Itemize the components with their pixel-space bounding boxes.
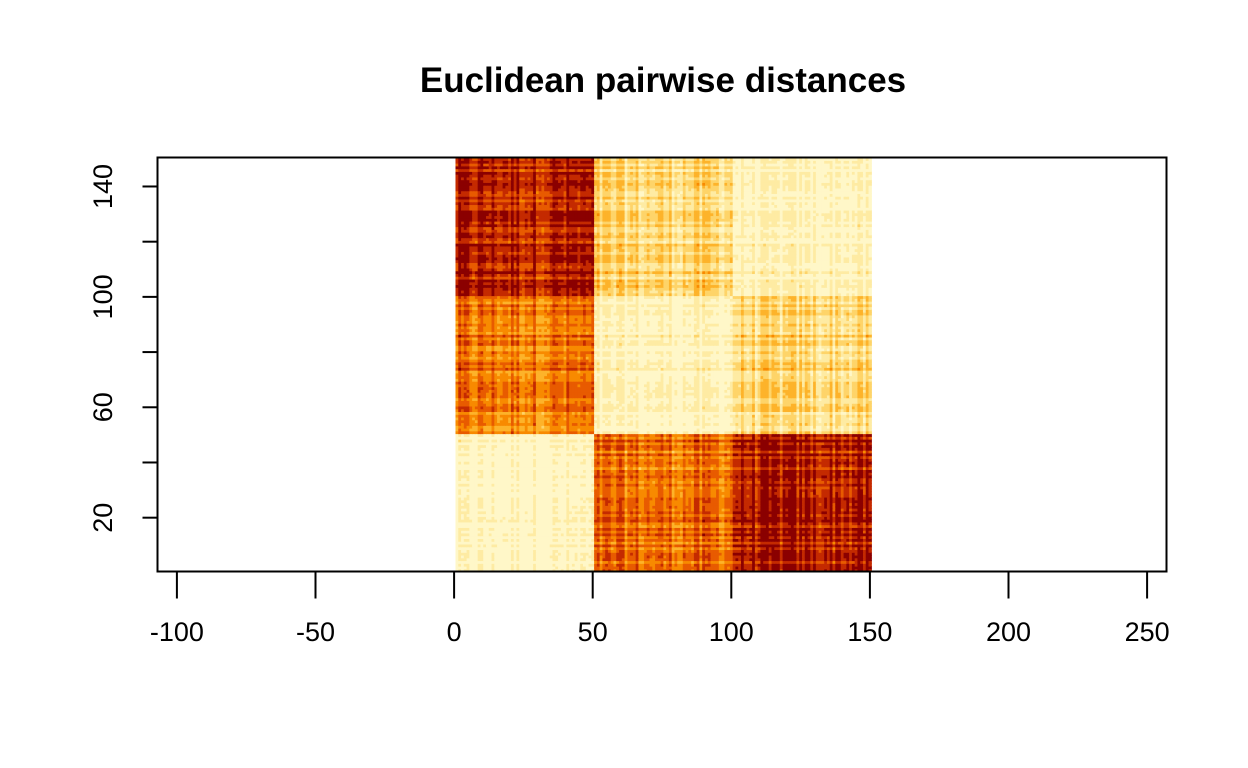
chart-title: Euclidean pairwise distances [420,61,906,100]
heatmap-cells [455,158,871,573]
